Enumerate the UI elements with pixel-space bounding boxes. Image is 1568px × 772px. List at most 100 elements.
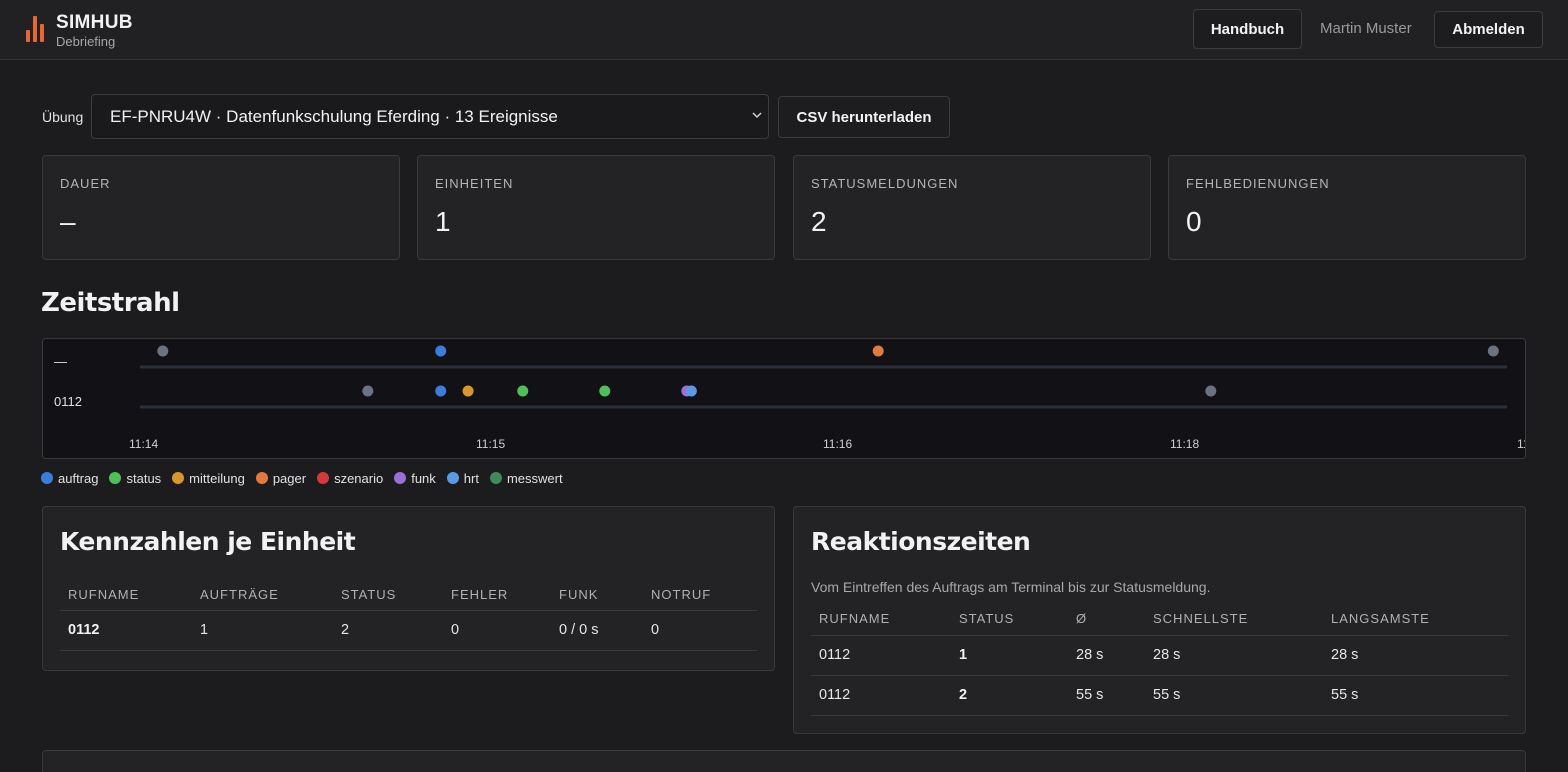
legend-label: pager [272, 470, 307, 486]
legend-item-funk: funk [394, 471, 436, 486]
column-header: LANGSAMSTE [1323, 602, 1508, 636]
unit-metrics-table: RUFNAME AUFTRÄGE STATUS FEHLER FUNK NOTR… [60, 580, 757, 651]
table-cell: 0112 [811, 635, 951, 676]
timeline-event-marker [435, 345, 447, 357]
exercise-select[interactable]: EF-PNRU4W · Datenfunkschulung Eferding ·… [91, 94, 769, 139]
column-header: AUFTRÄGE [192, 580, 333, 611]
timeline-event-marker [1205, 385, 1217, 397]
stat-card-duration: DAUER – [42, 155, 400, 260]
exercise-select-value: EF-PNRU4W · Datenfunkschulung Eferding ·… [110, 106, 558, 126]
reaction-times-panel: Reaktionszeiten Vom Eintreffen des Auftr… [793, 506, 1526, 734]
legend-label: mitteilung [189, 470, 245, 486]
legend-label: messwert [506, 470, 563, 486]
legend-item-hrt: hrt [446, 470, 479, 486]
timeline-chart: — 0112 11:14 11:15 11:16 11:18 11:19 [54, 345, 1526, 451]
timeline-tick-label: 11:16 [823, 437, 852, 451]
legend-item-messwert: messwert [489, 470, 563, 486]
timeline-tick-label: 11:14 [129, 437, 158, 451]
brand: SIMHUB Debriefing [56, 12, 133, 49]
stat-value: 2 [811, 206, 827, 237]
timeline-event-marker [435, 385, 447, 397]
legend-dot-icon [255, 472, 268, 484]
stat-card-units: EINHEITEN 1 [417, 155, 775, 260]
stat-value: – [60, 206, 76, 237]
timeline-event-marker [1487, 345, 1499, 357]
legend-dot-icon [41, 472, 53, 484]
column-header: FUNK [551, 580, 643, 611]
brand-title: SIMHUB [56, 12, 133, 33]
table-cell: 0112 [811, 675, 951, 716]
legend-dot-icon [394, 472, 407, 484]
column-header: STATUS [951, 602, 1068, 636]
table-row: 0112 2 55 s 55 s 55 s [811, 675, 1508, 716]
table-cell: 2 [333, 610, 443, 651]
timeline-legend: auftrag status mitteilung pager szenario funk… [41, 469, 574, 487]
legend-item-mitteilung: mitteilung [172, 471, 245, 486]
column-header: SCHNELLSTE [1145, 602, 1323, 636]
stat-card-errors: FEHLBEDIENUNGEN 0 [1168, 155, 1526, 260]
timeline-event-marker [517, 385, 529, 397]
legend-item-status: status [109, 471, 161, 486]
logout-button[interactable]: Abmelden [1434, 11, 1543, 48]
top-bar: SIMHUB Debriefing Handbuch Martin Muster… [0, 0, 1568, 60]
brand-subtitle: Debriefing [56, 34, 116, 49]
timeline-row-label: — [54, 354, 67, 369]
stat-card-status-messages: STATUSMELDUNGEN 2 [793, 155, 1151, 260]
timeline-tick-label: 11:19 [1517, 437, 1526, 451]
table-cell: 55 s [1323, 675, 1508, 716]
table-cell: 28 s [1145, 635, 1323, 676]
legend-label: hrt [463, 470, 479, 486]
exercise-label: Übung [42, 109, 84, 125]
unit-metrics-title: Kennzahlen je Einheit [60, 527, 356, 556]
timeline: — 0112 11:14 11:15 11:16 11:18 11:19 [42, 338, 1526, 459]
timeline-row-label: 0112 [54, 394, 82, 409]
stat-label: EINHEITEN [435, 176, 514, 191]
timeline-event-marker [362, 385, 374, 397]
stat-label: DAUER [60, 176, 111, 191]
table-cell: 28 s [1068, 635, 1145, 676]
legend-label: funk [411, 470, 436, 486]
timeline-tick-label: 11:15 [476, 437, 505, 451]
timeline-title: Zeitstrahl [41, 288, 180, 318]
table-cell: 0 [643, 610, 757, 651]
table-cell: 1 [951, 635, 1068, 676]
timeline-event-marker [872, 345, 884, 357]
column-header: Ø [1068, 602, 1145, 636]
column-header: NOTRUF [643, 580, 757, 611]
column-header: FEHLER [443, 580, 551, 611]
legend-item-szenario: szenario [317, 471, 383, 486]
table-row: 0112 1 2 0 0 / 0 s 0 [60, 610, 757, 651]
reaction-times-table: RUFNAME STATUS Ø SCHNELLSTE LANGSAMSTE 0… [811, 602, 1508, 716]
table-cell: 28 s [1323, 635, 1508, 676]
timeline-event-marker [685, 385, 697, 397]
legend-dot-icon [446, 472, 459, 484]
table-cell: 0112 [60, 610, 192, 651]
timeline-event-marker [462, 385, 474, 397]
legend-label: auftrag [58, 470, 99, 486]
legend-dot-icon [317, 472, 330, 484]
table-cell: 55 s [1068, 675, 1145, 716]
bottom-panel [42, 750, 1526, 772]
table-cell: 55 s [1145, 675, 1323, 716]
chevron-down-icon [752, 112, 762, 119]
manual-button[interactable]: Handbuch [1193, 9, 1302, 49]
legend-item-auftrag: auftrag [41, 471, 98, 486]
csv-download-button[interactable]: CSV herunterladen [778, 96, 950, 138]
legend-dot-icon [109, 472, 122, 484]
user-name: Martin Muster [1320, 20, 1412, 37]
reaction-times-description: Vom Eintreffen des Auftrags am Terminal … [811, 579, 1211, 595]
table-cell: 0 [443, 610, 551, 651]
stat-value: 1 [435, 206, 451, 237]
legend-label: szenario [334, 470, 384, 486]
timeline-event-marker [599, 385, 611, 397]
legend-dot-icon [172, 472, 185, 484]
table-cell: 0 / 0 s [551, 610, 643, 651]
stat-label: STATUSMELDUNGEN [811, 176, 959, 191]
column-header: STATUS [333, 580, 443, 611]
table-cell: 1 [192, 610, 333, 651]
simhub-logo-icon [26, 16, 46, 42]
legend-dot-icon [489, 472, 502, 484]
table-cell: 2 [951, 675, 1068, 716]
timeline-event-marker [157, 345, 169, 357]
stat-value: 0 [1186, 206, 1202, 237]
